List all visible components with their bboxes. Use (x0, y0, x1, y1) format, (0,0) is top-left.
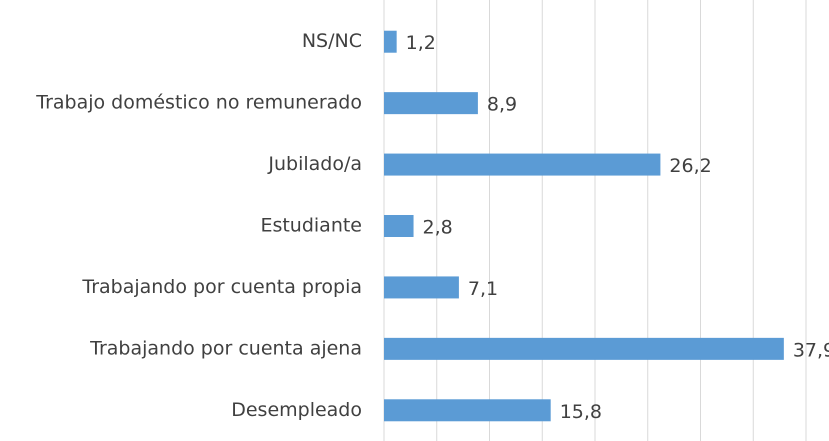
category-label: Estudiante (260, 215, 362, 237)
value-label: 37,9 (793, 339, 829, 361)
bar (384, 30, 397, 53)
value-label: 15,8 (560, 401, 602, 423)
bar (384, 153, 661, 176)
value-label: 26,2 (669, 155, 711, 177)
value-label: 1,2 (406, 32, 436, 54)
value-label: 2,8 (423, 217, 453, 239)
category-label: Trabajando por cuenta ajena (89, 337, 362, 359)
category-label: Jubilado/a (267, 153, 362, 175)
value-label: 8,9 (487, 94, 517, 116)
category-label: Trabajando por cuenta propia (81, 276, 362, 298)
value-label: 7,1 (468, 278, 498, 300)
bar (384, 399, 551, 422)
bar (384, 92, 478, 115)
bar (384, 215, 414, 237)
category-label: Desempleado (231, 399, 362, 421)
bar (384, 337, 784, 360)
category-label: Trabajo doméstico no remunerado (35, 92, 362, 114)
category-label: NS/NC (302, 30, 362, 52)
bar (384, 276, 459, 299)
